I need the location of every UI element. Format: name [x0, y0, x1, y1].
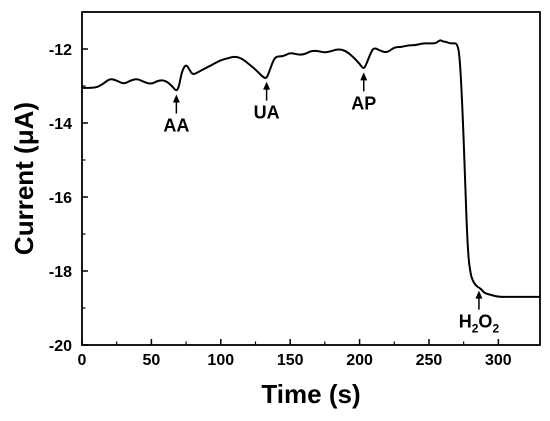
x-axis-title: Time (s)	[261, 379, 360, 409]
x-tick-label: 100	[207, 352, 234, 369]
axis-ticks	[81, 48, 500, 346]
x-tick-label: 250	[416, 352, 443, 369]
annotation-label: UA	[254, 103, 280, 123]
x-tick-label: 0	[78, 352, 87, 369]
y-tick-label: -20	[49, 338, 72, 355]
y-tick-label: -16	[49, 190, 72, 207]
annotation-label: AP	[351, 93, 376, 113]
x-tick-label: 300	[485, 352, 512, 369]
x-tick-label: 50	[142, 352, 160, 369]
y-axis-title: Current (μA)	[9, 102, 39, 255]
current-series-line	[81, 39, 540, 298]
x-tick-label: 150	[277, 352, 304, 369]
y-tick-label: -14	[49, 116, 72, 133]
annotation-label: AA	[163, 116, 189, 136]
y-tick-label: -12	[49, 42, 72, 59]
annotation-arrow-head	[475, 290, 483, 299]
y-tick-label: -18	[49, 264, 72, 281]
annotation-arrow-head	[360, 72, 368, 81]
annotation-arrow-head	[263, 81, 271, 90]
tick-labels: 0 50 100 150 200 250 300 -20 -18 -16 -14 -12	[49, 42, 512, 369]
x-tick-label: 200	[346, 352, 373, 369]
annotation-arrow-head	[172, 94, 180, 103]
annotations: AA UA AP H2O2	[163, 72, 500, 336]
annotation-label: H2O2	[459, 312, 500, 336]
plot-frame	[81, 11, 541, 346]
